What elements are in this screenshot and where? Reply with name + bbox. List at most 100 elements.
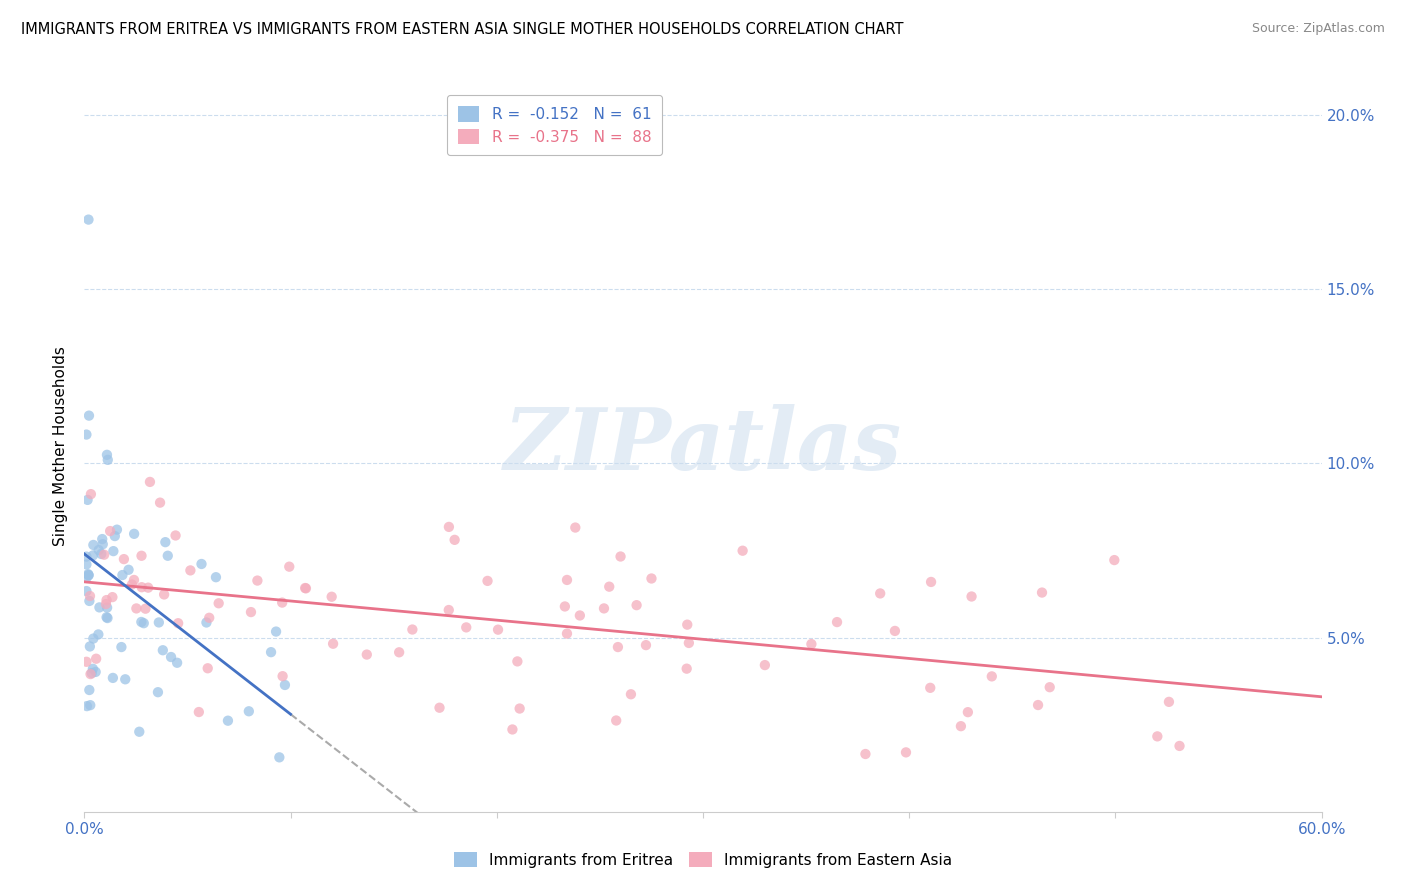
Point xyxy=(271,669,294,683)
Legend: Immigrants from Eritrea, Immigrants from Eastern Asia: Immigrants from Eritrea, Immigrants from… xyxy=(447,844,959,875)
Point xyxy=(165,528,187,542)
Point xyxy=(884,624,907,638)
Point xyxy=(1157,695,1180,709)
Point xyxy=(96,448,118,462)
Point xyxy=(77,568,100,582)
Point xyxy=(555,573,578,587)
Point xyxy=(190,557,212,571)
Point xyxy=(609,549,631,564)
Point xyxy=(274,678,297,692)
Point xyxy=(125,601,148,615)
Point xyxy=(155,535,177,549)
Point xyxy=(634,638,657,652)
Point xyxy=(111,568,134,582)
Point xyxy=(166,656,188,670)
Point xyxy=(217,714,239,728)
Y-axis label: Single Mother Households: Single Mother Households xyxy=(53,346,69,546)
Point xyxy=(87,627,110,641)
Point xyxy=(198,611,221,625)
Point xyxy=(620,687,643,701)
Point xyxy=(131,549,153,563)
Point xyxy=(894,745,917,759)
Point xyxy=(96,611,118,625)
Point xyxy=(568,608,591,623)
Point xyxy=(269,750,291,764)
Point xyxy=(356,648,378,662)
Point xyxy=(122,573,145,587)
Point xyxy=(89,600,111,615)
Point xyxy=(278,559,301,574)
Point xyxy=(443,533,465,547)
Point xyxy=(84,651,107,665)
Point xyxy=(87,543,110,558)
Point xyxy=(97,453,120,467)
Point xyxy=(156,549,179,563)
Text: IMMIGRANTS FROM ERITREA VS IMMIGRANTS FROM EASTERN ASIA SINGLE MOTHER HOUSEHOLDS: IMMIGRANTS FROM ERITREA VS IMMIGRANTS FR… xyxy=(21,22,904,37)
Point xyxy=(104,529,127,543)
Point xyxy=(477,574,499,588)
Point xyxy=(1168,739,1191,753)
Point xyxy=(96,600,118,615)
Point xyxy=(82,549,104,563)
Point xyxy=(77,567,100,582)
Point xyxy=(855,747,877,761)
Point xyxy=(110,640,132,654)
Point xyxy=(79,640,101,654)
Point xyxy=(80,666,103,681)
Point xyxy=(77,568,100,582)
Point xyxy=(238,704,260,718)
Legend: R =  -0.152   N =  61, R =  -0.375   N =  88: R = -0.152 N = 61, R = -0.375 N = 88 xyxy=(447,95,662,155)
Point xyxy=(208,596,231,610)
Point xyxy=(401,623,423,637)
Point xyxy=(295,582,318,596)
Point xyxy=(75,655,97,669)
Point xyxy=(1026,698,1049,712)
Point xyxy=(980,669,1002,683)
Point xyxy=(146,685,169,699)
Point xyxy=(79,698,101,713)
Point xyxy=(153,587,176,601)
Point xyxy=(388,645,411,659)
Point xyxy=(122,526,145,541)
Point xyxy=(564,520,586,534)
Point xyxy=(554,599,576,614)
Point xyxy=(75,427,97,442)
Text: Source: ZipAtlas.com: Source: ZipAtlas.com xyxy=(1251,22,1385,36)
Text: ZIPatlas: ZIPatlas xyxy=(503,404,903,488)
Point xyxy=(246,574,269,588)
Point xyxy=(486,623,509,637)
Point xyxy=(101,590,124,604)
Point xyxy=(82,662,104,676)
Point xyxy=(197,661,219,675)
Point xyxy=(121,577,143,591)
Point xyxy=(148,615,170,630)
Point xyxy=(91,532,114,546)
Point xyxy=(1039,680,1062,694)
Point xyxy=(675,662,697,676)
Point xyxy=(506,654,529,668)
Point xyxy=(160,650,183,665)
Point xyxy=(131,615,153,629)
Point xyxy=(593,601,616,615)
Point xyxy=(96,593,118,607)
Point xyxy=(800,637,823,651)
Point xyxy=(79,667,101,681)
Point xyxy=(555,626,578,640)
Point xyxy=(94,597,117,611)
Point xyxy=(322,637,344,651)
Point xyxy=(606,640,628,654)
Point xyxy=(437,603,460,617)
Point xyxy=(96,610,118,624)
Point xyxy=(429,700,451,714)
Point xyxy=(98,524,121,538)
Point xyxy=(84,665,107,679)
Point xyxy=(676,617,699,632)
Point xyxy=(131,580,153,594)
Point xyxy=(1146,730,1168,744)
Point xyxy=(260,645,283,659)
Point xyxy=(79,594,101,608)
Point xyxy=(195,615,218,630)
Point xyxy=(205,570,228,584)
Point xyxy=(264,624,287,639)
Point xyxy=(949,719,972,733)
